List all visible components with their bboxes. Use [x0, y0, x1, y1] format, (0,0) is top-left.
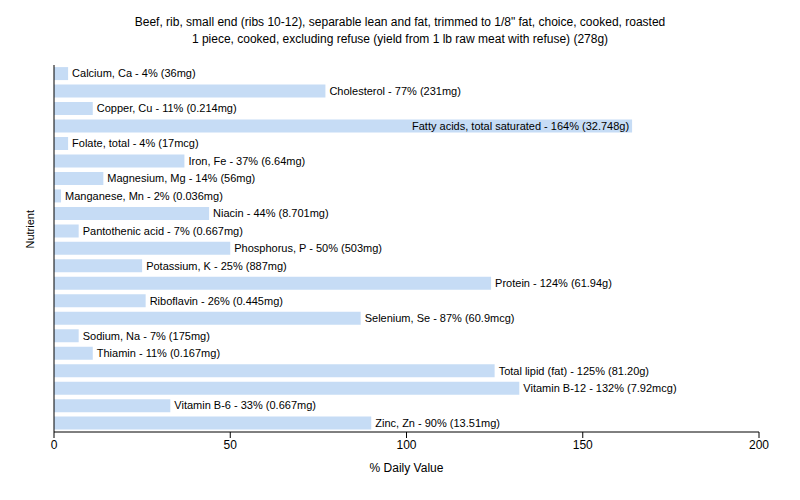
svg-text:Copper, Cu - 11% (0.214mg): Copper, Cu - 11% (0.214mg) — [97, 102, 237, 114]
svg-text:Iron, Fe - 37% (6.64mg): Iron, Fe - 37% (6.64mg) — [188, 155, 305, 167]
svg-text:Calcium, Ca - 4% (36mg): Calcium, Ca - 4% (36mg) — [72, 67, 195, 79]
svg-text:Phosphorus, P - 50% (503mg): Phosphorus, P - 50% (503mg) — [234, 242, 382, 254]
svg-text:Vitamin B-12 - 132% (7.92mcg): Vitamin B-12 - 132% (7.92mcg) — [523, 382, 676, 394]
svg-text:150: 150 — [573, 438, 593, 452]
svg-text:100: 100 — [396, 438, 416, 452]
svg-text:Manganese, Mn - 2% (0.036mg): Manganese, Mn - 2% (0.036mg) — [65, 190, 223, 202]
svg-text:Potassium, K - 25% (887mg): Potassium, K - 25% (887mg) — [146, 260, 287, 272]
svg-text:Protein - 124% (61.94g): Protein - 124% (61.94g) — [495, 277, 612, 289]
svg-text:Cholesterol - 77% (231mg): Cholesterol - 77% (231mg) — [329, 85, 460, 97]
svg-text:Magnesium, Mg - 14% (56mg): Magnesium, Mg - 14% (56mg) — [107, 172, 255, 184]
svg-text:% Daily Value: % Daily Value — [370, 461, 444, 475]
svg-text:Thiamin - 11% (0.167mg): Thiamin - 11% (0.167mg) — [97, 347, 220, 359]
svg-text:Total lipid (fat) - 125% (81.2: Total lipid (fat) - 125% (81.20g) — [499, 365, 649, 377]
svg-text:Vitamin B-6 - 33% (0.667mg): Vitamin B-6 - 33% (0.667mg) — [174, 399, 316, 411]
svg-text:Selenium, Se - 87% (60.9mcg): Selenium, Se - 87% (60.9mcg) — [365, 312, 515, 324]
svg-text:Fatty acids, total saturated -: Fatty acids, total saturated - 164% (32.… — [412, 120, 629, 132]
svg-text:Riboflavin - 26% (0.445mg): Riboflavin - 26% (0.445mg) — [150, 295, 283, 307]
svg-text:Folate, total - 4% (17mcg): Folate, total - 4% (17mcg) — [72, 137, 199, 149]
svg-text:0: 0 — [51, 438, 58, 452]
svg-text:Pantothenic acid - 7% (0.667mg: Pantothenic acid - 7% (0.667mg) — [83, 225, 243, 237]
svg-text:200: 200 — [749, 438, 769, 452]
svg-text:Sodium, Na - 7% (175mg): Sodium, Na - 7% (175mg) — [83, 330, 210, 342]
svg-text:Nutrient: Nutrient — [24, 210, 36, 249]
svg-text:Zinc, Zn - 90% (13.51mg): Zinc, Zn - 90% (13.51mg) — [375, 417, 500, 429]
svg-text:Niacin - 44% (8.701mg): Niacin - 44% (8.701mg) — [213, 207, 329, 219]
svg-text:50: 50 — [224, 438, 238, 452]
html-text:Beef, rib, small end (ribs 10-: Beef, rib, small end (ribs 10-12), separ… — [134, 15, 666, 46]
